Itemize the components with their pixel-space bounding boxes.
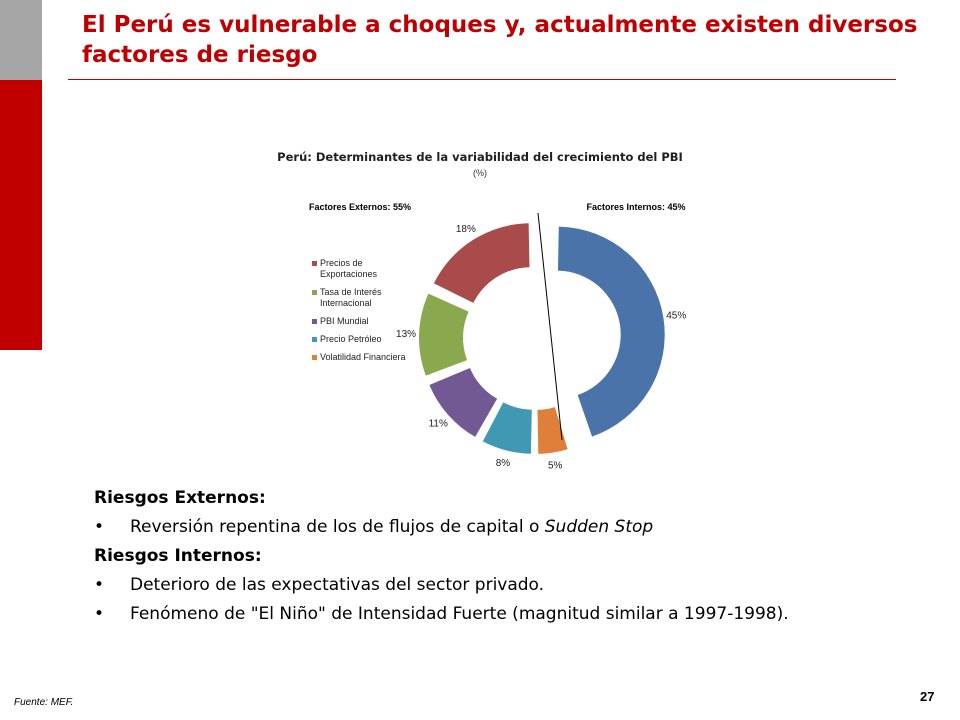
chart-title: Perú: Determinantes de la variabilidad d… — [277, 150, 683, 164]
slice-2 — [482, 402, 532, 454]
legend-item: Precios de Exportaciones — [312, 258, 422, 280]
legend-label: PBI Mundial — [320, 316, 369, 326]
page-title: El Perú es vulnerable a choques y, actua… — [82, 12, 918, 68]
internal-risks-heading: Riesgos Internos: — [94, 546, 262, 566]
legend-item: Tasa de Interés Internacional — [312, 287, 422, 309]
chart-subtitle: (%) — [473, 168, 487, 178]
slice-4 — [419, 293, 469, 376]
legend-item: Volatilidad Financiera — [312, 352, 422, 363]
slice-3 — [429, 367, 498, 437]
legend-item: PBI Mundial — [312, 316, 422, 327]
group-label-internal: Factores Internos: 45% — [586, 202, 685, 212]
group-label-external: Factores Externos: 55% — [309, 202, 411, 212]
legend-swatch — [312, 337, 317, 342]
slice-label-3: 11% — [429, 418, 448, 429]
chart-legend: Precios de Exportaciones Tasa de Interés … — [312, 258, 422, 370]
legend-label: Precios de Exportaciones — [320, 258, 378, 279]
bullet-dot: • — [94, 604, 105, 624]
slice-0 — [557, 226, 665, 437]
legend-swatch — [312, 261, 317, 266]
bullet-item: • Reversión repentina de los de flujos d… — [94, 513, 954, 542]
legend-label: Volatilidad Financiera — [320, 352, 406, 362]
slice-label-0: 45% — [666, 311, 686, 322]
bullet-dot: • — [94, 517, 105, 537]
bullet-text: Deterioro de las expectativas del sector… — [130, 575, 545, 595]
group-divider-line — [537, 212, 563, 441]
external-risks-heading: Riesgos Externos: — [94, 488, 266, 508]
legend-label: Precio Petróleo — [320, 334, 382, 344]
source-footnote: Fuente: MEF. — [14, 697, 74, 708]
slice-1 — [537, 407, 568, 454]
bullet-dot: • — [94, 575, 105, 595]
slice-label-2: 8% — [496, 458, 511, 469]
slice-label-5: 18% — [456, 224, 476, 235]
legend-swatch — [312, 290, 317, 295]
bullet-text-emphasis: Sudden Stop — [544, 517, 654, 537]
slice-label-4: 13% — [396, 329, 416, 340]
legend-item: Precio Petróleo — [312, 334, 422, 345]
side-bar-red — [0, 80, 42, 350]
slice-5 — [433, 223, 530, 303]
bullet-item: • Fenómeno de "El Niño" de Intensidad Fu… — [94, 600, 954, 629]
page-number: 27 — [920, 689, 935, 704]
bullet-text: Fenómeno de "El Niño" de Intensidad Fuer… — [130, 604, 789, 624]
bullet-text-main: Reversión repentina de los de flujos de … — [130, 517, 545, 537]
legend-swatch — [312, 355, 317, 360]
bullet-item: • Deterioro de las expectativas del sect… — [94, 571, 954, 600]
slice-label-1: 5% — [548, 460, 563, 471]
risk-text: Riesgos Externos: • Reversión repentina … — [94, 484, 954, 629]
legend-label: Tasa de Interés Internacional — [320, 287, 382, 308]
title-divider — [68, 79, 896, 80]
bullet-text: Reversión repentina de los de flujos de … — [130, 513, 653, 542]
side-bar-gray — [0, 0, 42, 80]
legend-swatch — [312, 319, 317, 324]
